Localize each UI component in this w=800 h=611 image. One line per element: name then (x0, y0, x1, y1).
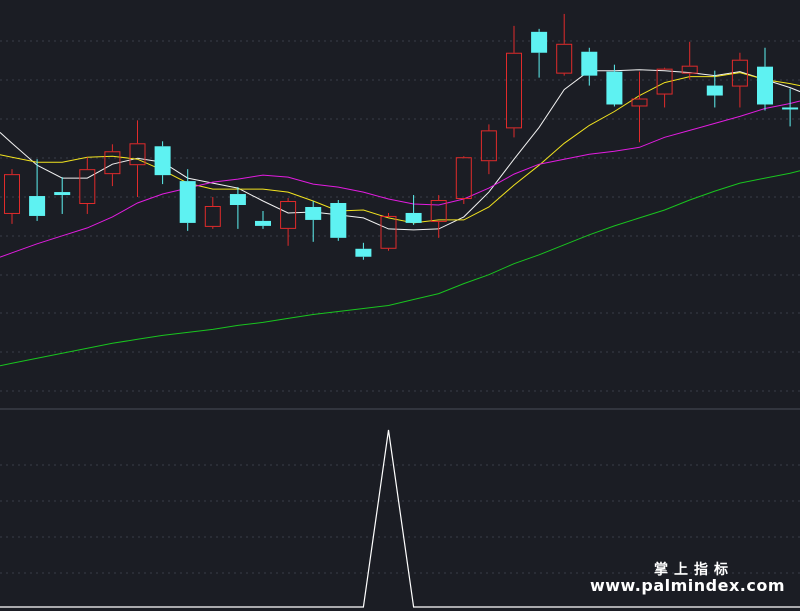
candle-body (129, 143, 146, 166)
candle-up (204, 197, 221, 229)
ma-magenta-line (0, 100, 800, 258)
candle-down (305, 201, 322, 242)
candle-body (782, 107, 799, 110)
candle-body (380, 215, 397, 249)
candle-body (355, 248, 372, 257)
watermark-title: 掌上指标 (654, 562, 734, 578)
candle-down (54, 177, 71, 214)
candlestick-series (4, 13, 799, 260)
candle-down (154, 141, 171, 185)
candle-down (606, 64, 623, 107)
candle-body (229, 194, 246, 205)
ma-green-line (0, 170, 800, 367)
candle-body (656, 68, 673, 95)
indicator-signal-line (0, 429, 800, 608)
candle-up (631, 71, 648, 143)
candle-up (681, 41, 698, 80)
candle-up (129, 120, 146, 198)
candle-body (280, 201, 297, 229)
candle-down (179, 169, 196, 231)
candle-down (581, 47, 598, 86)
candle-body (4, 174, 20, 214)
candle-body (606, 71, 623, 105)
candle-body (204, 205, 221, 227)
candle-down (255, 210, 271, 229)
candle-down (782, 88, 799, 127)
candle-down (706, 70, 723, 108)
candle-up (455, 156, 472, 204)
candle-up (556, 13, 573, 76)
candle-body (54, 192, 71, 196)
candle-up (480, 124, 497, 175)
indicator-panel-grid (0, 464, 800, 574)
candle-down (29, 159, 46, 221)
candle-body (405, 212, 422, 223)
candle-down (229, 187, 246, 229)
candle-up (731, 52, 748, 108)
candle-body (757, 66, 773, 105)
candle-body (29, 196, 46, 216)
candle-body (104, 151, 121, 175)
candle-down (355, 242, 372, 260)
candle-body (330, 203, 347, 238)
candle-body (455, 157, 472, 200)
indicator-series (0, 429, 800, 608)
candle-body (731, 59, 748, 87)
candle-body (631, 98, 648, 107)
candle-body (531, 31, 548, 53)
candle-up (104, 144, 121, 187)
candle-body (154, 146, 171, 176)
candle-down (531, 28, 548, 78)
candle-up (506, 25, 522, 138)
candle-up (380, 212, 397, 251)
ma-yellow-line (0, 72, 800, 224)
ma-white-line (0, 69, 800, 231)
watermark-url: www.palmindex.com (589, 576, 785, 595)
candle-up (4, 169, 20, 224)
candle-body (430, 200, 447, 222)
candle-body (79, 169, 96, 204)
candle-down (757, 47, 773, 111)
main-panel-grid (0, 40, 800, 392)
candle-body (255, 220, 271, 226)
candle-body (681, 65, 698, 74)
candle-body (179, 181, 196, 223)
candle-body (305, 206, 322, 220)
candle-up (280, 198, 297, 246)
candle-body (480, 130, 497, 162)
candle-body (556, 43, 573, 74)
candle-body (506, 52, 522, 129)
moving-average-lines (0, 69, 800, 367)
candle-up (656, 67, 673, 108)
candle-up (430, 195, 447, 238)
candle-body (706, 85, 723, 96)
candle-down (330, 200, 347, 241)
candle-down (405, 195, 422, 225)
candle-up (79, 157, 96, 214)
candle-body (581, 51, 598, 76)
